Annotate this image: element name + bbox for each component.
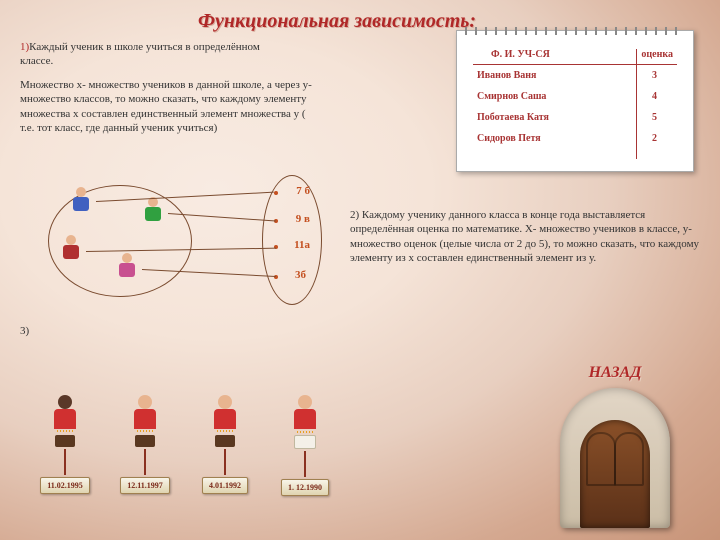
class-label: 3б (295, 269, 306, 281)
section-3-number: 3) (20, 325, 29, 337)
student-name: Поботаева Катя (477, 112, 549, 123)
student-icon (56, 235, 86, 265)
class-label: 7 б (296, 185, 310, 197)
student-grade: 5 (652, 112, 657, 123)
student-grade: 3 (652, 70, 657, 81)
grades-notepad: Ф. И. УЧ-СЯ оценка Иванов Ваня 3 Смирнов… (456, 30, 694, 172)
notepad-header-grade: оценка (641, 49, 673, 60)
student-icon (66, 187, 96, 217)
birthday-child: 12.11.1997 (120, 395, 170, 494)
cake-icon (294, 435, 316, 449)
date-label: 11.02.1995 (40, 477, 90, 494)
birthday-child: 4.01.1992 (200, 395, 250, 494)
cake-icon (135, 435, 155, 447)
class-label: 9 в (296, 213, 310, 225)
section-2-body: 2) Каждому ученику данного класса в конц… (350, 208, 700, 265)
connector-line (304, 451, 306, 477)
date-label: 1. 12.1990 (281, 479, 329, 496)
connector-line (144, 449, 146, 475)
section-1-intro: 1)Каждый ученик в школе учиться в опреде… (20, 40, 280, 69)
notepad-row: Смирнов Саша 4 (473, 86, 677, 107)
class-dot (274, 191, 278, 195)
student-grade: 2 (652, 133, 657, 144)
student-name: Сидоров Петя (477, 133, 541, 144)
back-label[interactable]: НАЗАД (550, 364, 680, 382)
birthday-child: 11.02.1995 (40, 395, 90, 494)
section-1-body: Множество х- множество учеников в данной… (20, 78, 320, 135)
birthdays-diagram: 11.02.1995 12.11.1997 4.01.1992 1. 12.19… (40, 395, 360, 525)
notepad-header-name: Ф. И. УЧ-СЯ (491, 49, 550, 60)
student-icon (112, 253, 142, 283)
section-1-intro-text: Каждый ученик в школе учиться в определё… (20, 41, 260, 67)
section-1-number: 1) (20, 41, 29, 53)
mapping-diagram: 7 б 9 в 11а 3б (48, 175, 328, 315)
notepad-row: Сидоров Петя 2 (473, 128, 677, 149)
notepad-divider (636, 49, 638, 159)
student-grade: 4 (652, 91, 657, 102)
date-label: 4.01.1992 (202, 477, 248, 494)
classes-set-oval (262, 175, 322, 305)
connector-line (224, 449, 226, 475)
date-label: 12.11.1997 (120, 477, 170, 494)
cake-icon (55, 435, 75, 447)
birthday-child: 1. 12.1990 (280, 395, 330, 496)
class-label: 11а (294, 239, 310, 251)
notepad-row: Поботаева Катя 5 (473, 107, 677, 128)
back-door[interactable]: НАЗАД (550, 368, 680, 528)
door-icon (580, 420, 650, 528)
student-name: Иванов Ваня (477, 70, 536, 81)
notepad-row: Иванов Ваня 3 (473, 65, 677, 86)
page-title: Функциональная зависимость: (198, 10, 476, 33)
student-name: Смирнов Саша (477, 91, 546, 102)
notepad-header: Ф. И. УЧ-СЯ оценка (473, 49, 677, 65)
cake-icon (215, 435, 235, 447)
student-icon (138, 197, 168, 227)
connector-line (64, 449, 66, 475)
